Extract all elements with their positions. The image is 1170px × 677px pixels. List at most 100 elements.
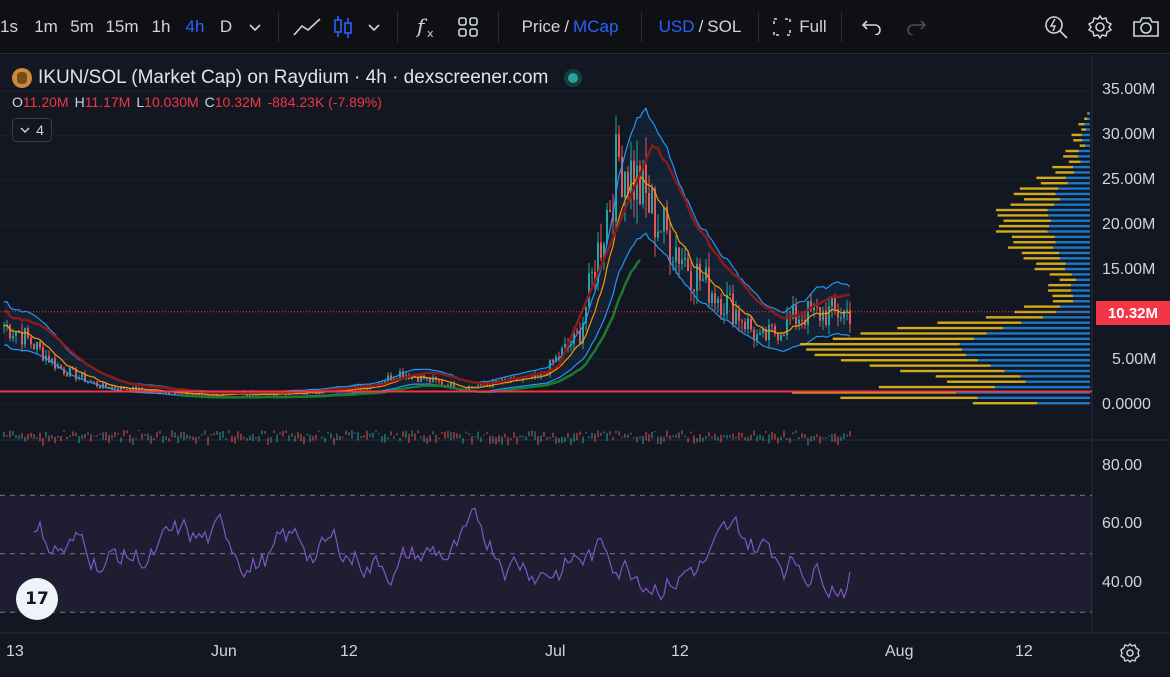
volume-bar — [189, 435, 191, 439]
volume-bar — [624, 433, 626, 438]
volume-bar — [60, 435, 62, 441]
candle-body — [645, 164, 647, 194]
volume-bar — [546, 437, 548, 440]
token-avatar — [12, 68, 32, 88]
volume-bar — [351, 430, 353, 439]
interval-15m[interactable]: 15m — [105, 16, 139, 36]
candle-body — [822, 310, 824, 321]
candle-body — [834, 298, 836, 310]
mcap-option[interactable]: MCap — [573, 16, 619, 36]
volume-bar — [687, 437, 689, 443]
candle-body — [93, 381, 95, 383]
currency-toggle[interactable]: USD / SOL — [650, 9, 750, 45]
tradingview-logo[interactable]: 17 — [16, 578, 58, 620]
candle-body — [660, 231, 662, 233]
volume-bar — [243, 436, 245, 439]
volume-bar — [660, 436, 662, 445]
interval-5m[interactable]: 5m — [70, 16, 94, 36]
settings-gear-icon[interactable] — [1078, 9, 1122, 45]
candle-body — [441, 381, 443, 386]
camera-snapshot-icon[interactable] — [1122, 9, 1170, 45]
volume-bar — [480, 437, 482, 443]
indicators-collapse-button[interactable]: 4 — [12, 118, 52, 142]
candle-body — [450, 383, 452, 388]
interval-d[interactable]: D — [219, 16, 233, 36]
volume-bar — [414, 433, 416, 441]
volume-profile-bar — [1052, 294, 1074, 298]
undo-icon[interactable] — [850, 9, 894, 45]
candle-body — [618, 134, 620, 157]
candle-body — [624, 171, 626, 198]
volume-bar — [627, 434, 629, 439]
candle-body — [420, 375, 422, 382]
price-mcap-toggle[interactable]: Price / MCap — [507, 9, 633, 45]
chart-type-dropdown-icon[interactable] — [359, 9, 389, 45]
volume-bar — [9, 430, 11, 438]
fullscreen-icon — [773, 17, 792, 36]
volume-bar — [156, 431, 158, 438]
candles-icon[interactable] — [327, 9, 359, 45]
price-option[interactable]: Price — [521, 16, 561, 36]
volume-bar — [585, 432, 587, 434]
volume-bar — [174, 432, 176, 438]
candle-body — [111, 386, 113, 389]
interval-dropdown-icon[interactable] — [240, 9, 270, 45]
volume-profile-bar — [900, 369, 1005, 373]
close-key: C — [204, 94, 215, 110]
candle-body — [780, 335, 782, 341]
volume-bar — [747, 436, 749, 441]
candle-body — [768, 324, 770, 341]
candle-body — [117, 388, 119, 390]
redo-icon[interactable] — [894, 9, 938, 45]
candle-body — [690, 271, 692, 290]
line-chart-icon[interactable] — [287, 9, 327, 45]
candle-body — [702, 279, 704, 281]
volume-bar — [741, 432, 743, 438]
interval-4h[interactable]: 4h — [185, 16, 205, 36]
candle-body — [600, 242, 602, 258]
volume-bar — [375, 430, 377, 433]
volume-bar — [42, 437, 44, 446]
symbol-title[interactable]: IKUN/SOL (Market Cap) on Raydium · 4h · … — [38, 67, 549, 88]
volume-profile-bar — [1088, 112, 1090, 115]
candle-body — [195, 394, 197, 396]
volume-bar — [780, 436, 782, 441]
market-status-dot[interactable] — [568, 73, 579, 83]
volume-profile-bar — [1052, 300, 1074, 303]
volume-bar — [690, 431, 692, 434]
volume-profile-bar — [1043, 316, 1090, 319]
volume-bar — [603, 431, 605, 434]
volume-bar — [723, 435, 725, 438]
candle-body — [726, 294, 728, 314]
interval-1h[interactable]: 1h — [151, 16, 171, 36]
sol-option[interactable]: SOL — [707, 16, 742, 36]
fullscreen-button[interactable]: Full — [767, 9, 833, 45]
volume-profile-bar — [1079, 144, 1086, 147]
candle-body — [270, 392, 272, 395]
volume-bar — [672, 435, 674, 438]
volume-profile-bar — [977, 359, 1090, 362]
svg-text:x: x — [427, 27, 434, 40]
axis-settings-icon[interactable] — [1119, 642, 1141, 669]
quick-search-icon[interactable] — [1034, 9, 1078, 45]
volume-bar — [246, 437, 248, 441]
separator — [278, 11, 279, 42]
volume-bar — [168, 437, 170, 442]
volume-bar — [129, 434, 131, 443]
supertrend-up — [180, 259, 641, 399]
interval-1s[interactable]: 1s — [0, 16, 18, 36]
candle-body — [627, 171, 629, 195]
candle-body — [837, 309, 839, 318]
volume-bar — [363, 435, 365, 438]
volume-bar — [288, 435, 290, 441]
interval-1m[interactable]: 1m — [34, 16, 58, 36]
volume-profile-bar — [840, 396, 978, 400]
volume-bar — [138, 430, 140, 432]
volume-bar — [234, 436, 236, 444]
layouts-grid-icon[interactable] — [446, 9, 490, 45]
volume-bar — [837, 436, 839, 446]
bollinger-lower — [3, 232, 851, 398]
chart-canvas[interactable] — [0, 55, 1170, 677]
usd-option[interactable]: USD — [658, 16, 695, 36]
